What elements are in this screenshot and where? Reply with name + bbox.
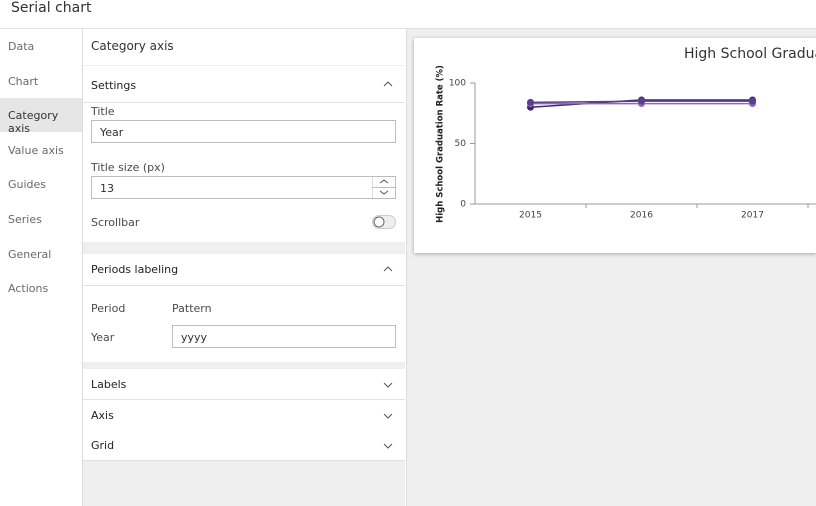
nav-label[interactable]: Guides: [8, 178, 47, 192]
nav-label[interactable]: Value axis: [8, 143, 64, 157]
section-title[interactable]: Labels: [91, 378, 127, 391]
nav: Data Chart Category axis Value axis Guides Se…: [0, 29, 83, 506]
period: Year: [91, 331, 115, 344]
field-label: Title size (px): [91, 161, 165, 174]
divider: [83, 102, 405, 103]
x-tick-label: 2016: [630, 211, 653, 221]
field-label: Title: [91, 105, 115, 118]
size-input[interactable]: 13: [91, 176, 396, 199]
field-label: Scrollbar: [91, 216, 140, 229]
nav-label[interactable]: Actions: [8, 282, 49, 296]
nav-label[interactable]: General: [8, 247, 52, 261]
section-title[interactable]: Grid: [91, 439, 115, 452]
section-title[interactable]: Periods labeling: [91, 263, 179, 276]
chevron-down[interactable]: [383, 412, 393, 420]
divider: [83, 285, 405, 286]
point: [527, 98, 534, 106]
collapsed-section[interactable]: Axis: [83, 399, 405, 431]
column-header: Period: [91, 302, 126, 315]
app-title: Serial chart: [11, 0, 92, 16]
panel: Category axis Settings Title Year Title …: [83, 29, 405, 506]
section-title[interactable]: Axis: [91, 408, 114, 422]
chart-title: High School Gradua: [684, 46, 816, 62]
point: [638, 97, 645, 105]
x-tick-label: 2017: [741, 211, 764, 221]
collapsed-section[interactable]: Grid: [83, 430, 405, 461]
nav-label[interactable]: Data: [8, 40, 35, 53]
settings-section: Settings Title Year Title size (px) 13 S…: [83, 66, 405, 242]
chevron-down[interactable]: [383, 381, 393, 389]
nav-label[interactable]: Category axis: [8, 109, 59, 136]
spinner[interactable]: [372, 176, 396, 199]
chevron-up[interactable]: [383, 265, 393, 273]
nav-label[interactable]: Chart: [8, 74, 39, 88]
chevron-up[interactable]: [383, 80, 393, 88]
y-axis-title: High School Graduation Rate (%): [436, 65, 446, 223]
title-input[interactable]: Year: [91, 120, 396, 143]
chevron-down[interactable]: [383, 442, 393, 450]
panel-title: Category axis: [91, 39, 174, 53]
column-header: Pattern: [172, 302, 212, 315]
toggle[interactable]: [372, 215, 396, 229]
y-tick-label: 100: [449, 79, 466, 89]
nav-label[interactable]: Series: [8, 213, 42, 226]
point: [749, 97, 756, 105]
x-tick-label: 2015: [519, 211, 542, 221]
divider: [0, 28, 816, 29]
pattern-input[interactable]: yyyy: [172, 325, 396, 348]
collapsed-section[interactable]: Labels: [83, 369, 405, 400]
panel-header: Category axis: [83, 29, 405, 65]
periods-section: Periods labeling Period Pattern Year yyy…: [83, 254, 405, 362]
y-tick-label: 0: [460, 200, 466, 210]
y-tick-label: 50: [455, 139, 467, 149]
chart: High School Gradua High School Graduatio…: [414, 38, 816, 253]
nav-item-selected[interactable]: [0, 98, 82, 133]
section-title[interactable]: Settings: [91, 79, 137, 92]
